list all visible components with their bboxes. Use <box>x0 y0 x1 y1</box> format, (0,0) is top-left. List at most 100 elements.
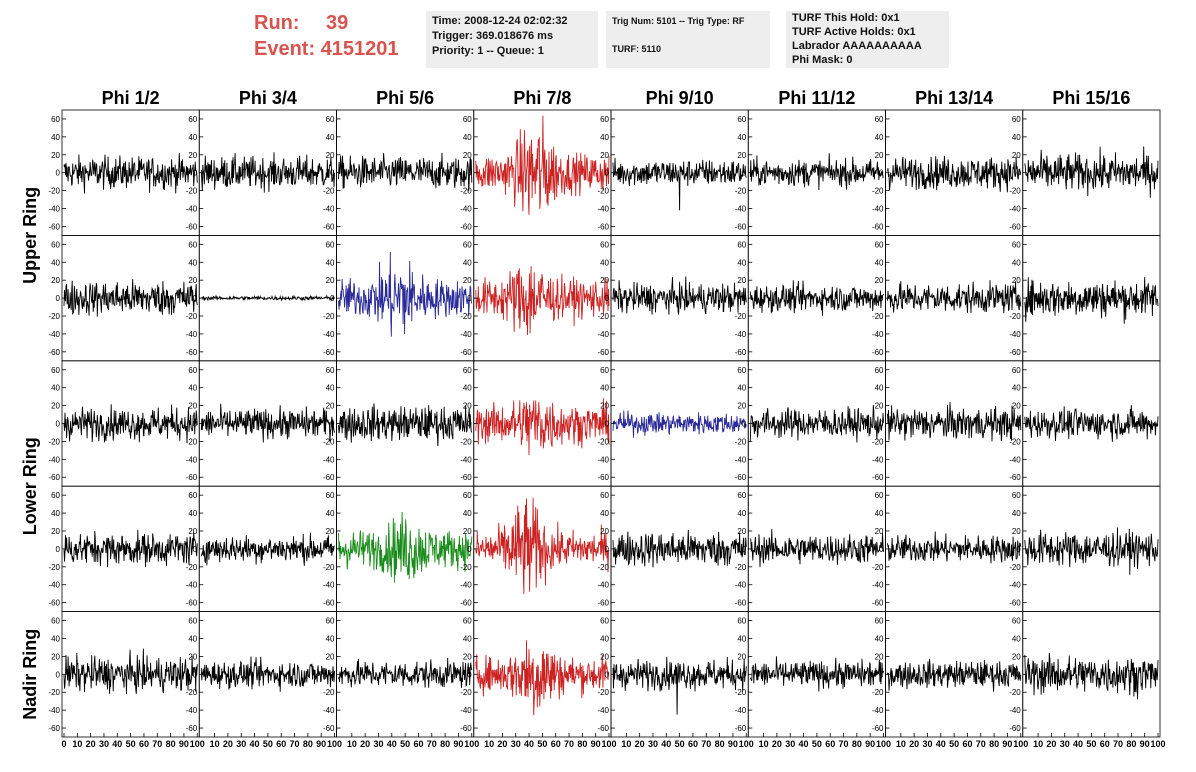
y-tick-label: -40 <box>323 706 335 715</box>
y-tick-label: -60 <box>1009 473 1021 482</box>
column-header: Phi 7/8 <box>513 88 571 108</box>
y-tick-label: -40 <box>460 455 472 464</box>
y-tick-label: -40 <box>735 330 747 339</box>
waveform-panel: -60 -40 -20 0 20 40 60 <box>1009 485 1161 613</box>
y-tick-label: -20 <box>323 187 335 196</box>
y-tick-label: 60 <box>875 366 884 375</box>
y-tick-label: 0 <box>467 545 472 554</box>
waveform-panel: -60 -40 -20 0 20 40 60 <box>186 360 337 487</box>
y-tick-label: 40 <box>600 133 609 142</box>
x-tick-label: 90 <box>728 739 738 749</box>
waveform-trace <box>200 532 335 566</box>
waveform-trace <box>749 529 884 568</box>
y-tick-label: 40 <box>737 634 746 643</box>
y-tick-label: 20 <box>51 402 60 411</box>
waveform-panel: -60 -40 -20 0 20 40 60 <box>186 109 337 236</box>
y-tick-label: 0 <box>193 169 198 178</box>
y-tick-label: -60 <box>48 473 60 482</box>
waveform-panel: -60 -40 -20 0 20 40 60 <box>597 360 749 487</box>
y-tick-label: 60 <box>326 115 335 124</box>
y-tick-label: 40 <box>463 258 472 267</box>
y-tick-label: 0 <box>879 420 884 429</box>
x-tick-label: 50 <box>537 739 547 749</box>
x-tick-label: 90 <box>1002 739 1012 749</box>
waveform-panel: -60 -40 -20 0 20 40 60 <box>48 234 200 362</box>
y-tick-label: 40 <box>600 384 609 393</box>
waveform-trace <box>887 531 1022 564</box>
x-tick-label: 70 <box>1113 739 1123 749</box>
y-tick-label: 0 <box>742 420 747 429</box>
x-tick-label: 80 <box>303 739 313 749</box>
y-tick-label: 40 <box>737 258 746 267</box>
waveform-trace <box>749 656 884 692</box>
y-tick-label: 60 <box>875 240 884 249</box>
y-tick-label: -40 <box>460 330 472 339</box>
y-tick-label: 40 <box>188 133 197 142</box>
x-tick-label: 70 <box>839 739 849 749</box>
waveform-trace <box>749 153 884 191</box>
waveform-panel: -60 -40 -20 0 20 40 60 <box>48 360 200 487</box>
y-tick-label: 60 <box>1012 240 1021 249</box>
x-tick-label: 60 <box>688 739 698 749</box>
y-tick-label: 20 <box>326 402 335 411</box>
ring-label: Nadir Ring <box>20 629 40 720</box>
waveform-panel: -60 -40 -20 0 20 40 60 <box>1009 109 1161 236</box>
y-tick-label: -20 <box>323 437 335 446</box>
y-tick-label: 0 <box>56 670 61 679</box>
waveform-trace <box>63 279 198 317</box>
y-tick-label: 60 <box>463 491 472 500</box>
y-tick-label: -60 <box>186 348 198 357</box>
waveform-panel: -60 -40 -20 0 20 40 60 <box>735 109 886 236</box>
waveform-panel: -60 -40 -20 0 20 40 60 <box>1009 234 1161 362</box>
y-tick-label: 40 <box>875 258 884 267</box>
y-tick-label: 60 <box>600 240 609 249</box>
turf-text: TURF: 5110 <box>612 44 662 54</box>
run-label: Run: <box>254 12 300 34</box>
y-tick-label: -60 <box>735 599 747 608</box>
y-tick-label: 20 <box>188 402 197 411</box>
waveform-trace <box>475 115 610 215</box>
x-tick-label: 20 <box>909 739 919 749</box>
y-tick-label: -20 <box>323 312 335 321</box>
ring-label: Upper Ring <box>20 187 40 284</box>
y-tick-label: 60 <box>1012 366 1021 375</box>
x-tick-label: 10 <box>1033 739 1043 749</box>
y-tick-label: 20 <box>1012 151 1021 160</box>
column-header: Phi 15/16 <box>1052 88 1130 108</box>
waveform-trace <box>749 280 884 316</box>
waveform-panel: -60 -40 -20 0 20 40 60 <box>186 611 337 738</box>
y-tick-label: 0 <box>605 169 610 178</box>
y-tick-label: -40 <box>735 455 747 464</box>
y-tick-label: 40 <box>463 384 472 393</box>
waveform-panel: -60 -40 -20 0 20 40 60 <box>323 109 475 236</box>
y-tick-label: -60 <box>186 473 198 482</box>
x-tick-label: 10 <box>896 739 906 749</box>
waveform-panel: -60 -40 -20 0 20 40 60 <box>735 234 886 362</box>
y-tick-label: -20 <box>597 312 609 321</box>
y-tick-label: -40 <box>597 455 609 464</box>
y-tick-label: -20 <box>48 437 60 446</box>
y-tick-label: 60 <box>600 115 609 124</box>
y-tick-label: -60 <box>872 473 884 482</box>
y-tick-label: -20 <box>597 437 609 446</box>
y-tick-label: 0 <box>56 545 61 554</box>
waveform-panel: -60 -40 -20 0 20 40 60 <box>323 485 475 613</box>
y-tick-label: -60 <box>735 222 747 231</box>
y-tick-label: 0 <box>879 294 884 303</box>
y-tick-label: -40 <box>186 706 198 715</box>
waveform-trace <box>63 529 198 568</box>
event-value: 4151201 <box>320 38 399 60</box>
y-tick-label: -60 <box>735 724 747 733</box>
x-tick-label: 60 <box>413 739 423 749</box>
y-tick-label: -60 <box>872 724 884 733</box>
waveform-panel: -60 -40 -20 0 20 40 60 <box>735 611 886 738</box>
event-label: Event: <box>254 38 316 60</box>
y-tick-label: 20 <box>326 276 335 285</box>
y-tick-label: -40 <box>1009 455 1021 464</box>
y-tick-label: -20 <box>735 688 747 697</box>
y-tick-label: 60 <box>188 240 197 249</box>
y-tick-label: 40 <box>51 384 60 393</box>
y-tick-label: -20 <box>872 312 884 321</box>
x-tick-label: 60 <box>139 739 149 749</box>
y-tick-label: -40 <box>460 581 472 590</box>
